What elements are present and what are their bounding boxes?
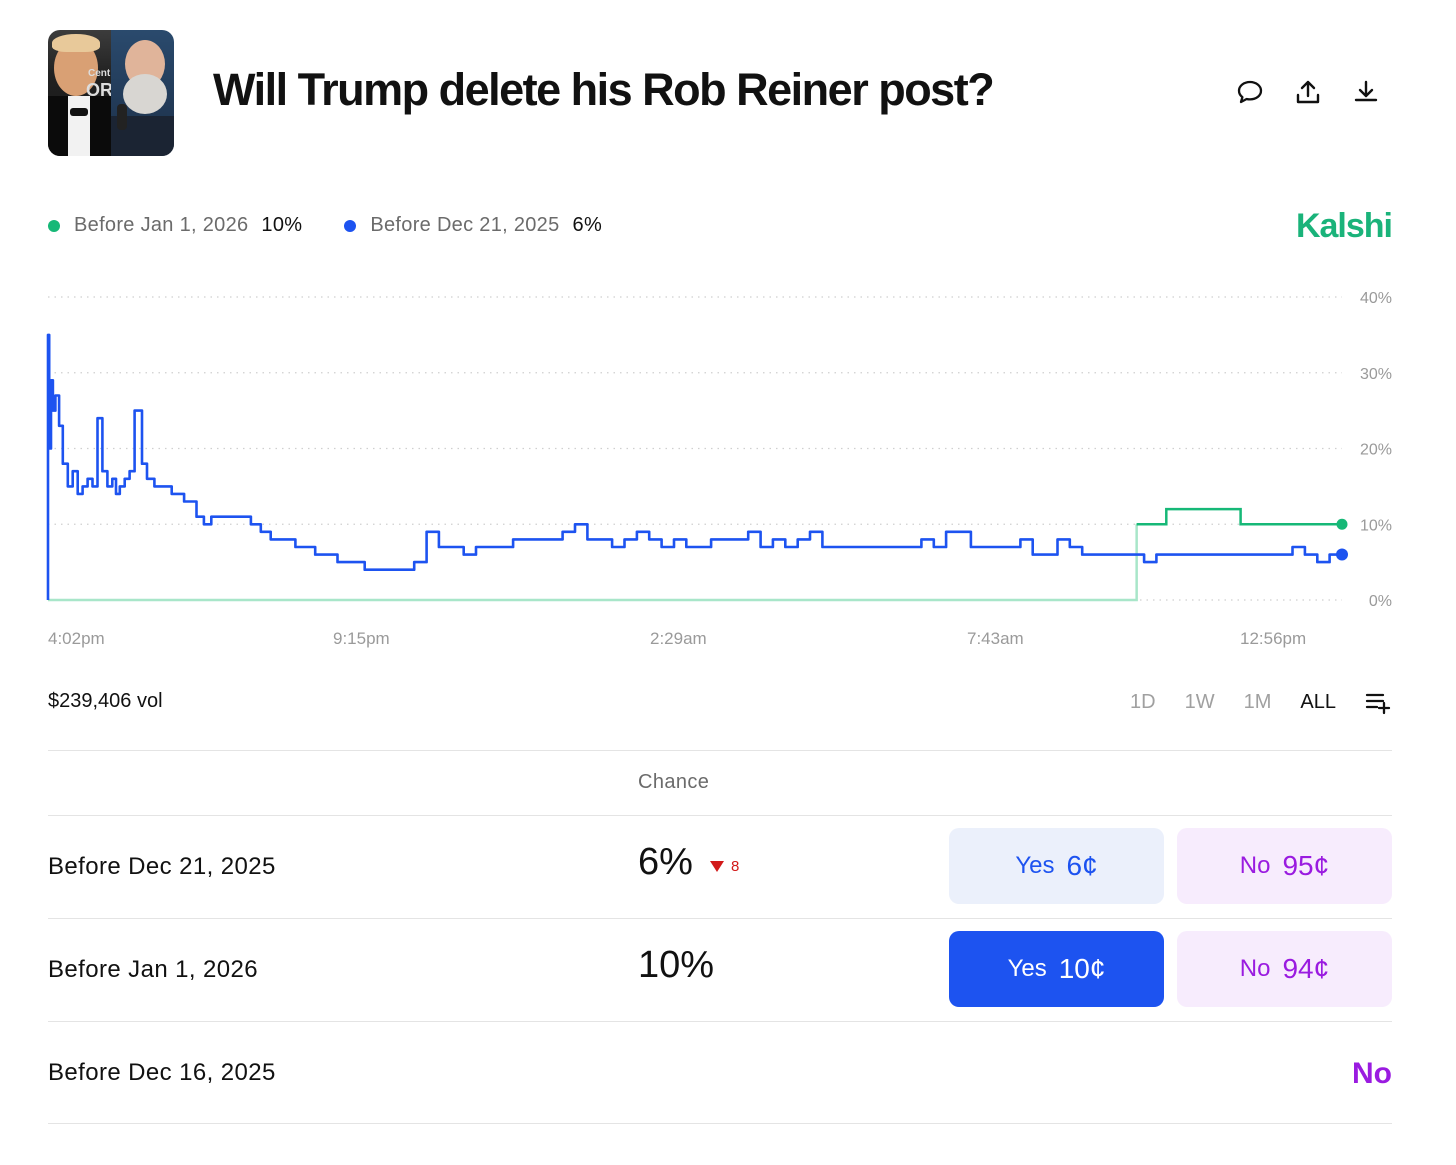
series-end-point: [1336, 518, 1348, 530]
y-tick-label: 0%: [1369, 593, 1392, 610]
range-1m[interactable]: 1M: [1243, 690, 1272, 713]
thumb-caption: Cent: [88, 68, 111, 79]
y-tick-label: 40%: [1360, 290, 1392, 307]
yes-price: 6¢: [1066, 850, 1098, 881]
yes-label: Yes: [1007, 955, 1047, 982]
legend-item-jan1: Before Jan 1, 2026 10%: [48, 214, 302, 237]
outcome-label: Before Dec 16, 2025: [48, 1059, 276, 1086]
divider: [48, 750, 1392, 751]
yes-label: Yes: [1015, 852, 1055, 879]
share-icon[interactable]: [1292, 76, 1324, 108]
range-1w[interactable]: 1W: [1184, 690, 1215, 713]
trump-photo: Cent ORS: [48, 30, 125, 156]
chance-change: 8: [710, 858, 739, 875]
outcome-chance: 10%: [638, 944, 715, 986]
buy-no-button[interactable]: No 94¢: [1177, 931, 1392, 1007]
legend-dot: [48, 219, 60, 232]
x-tick-label: 7:43am: [967, 629, 1024, 648]
legend-value: 6%: [572, 214, 603, 236]
no-price: 94¢: [1282, 953, 1330, 984]
reiner-photo: [111, 30, 174, 156]
price-chart[interactable]: 40% 30% 20% 10% 0% 4:02pm 9:15pm 2:29am 7:43am 12…: [0, 280, 1456, 660]
legend-label: Before Jan 1, 2026: [74, 214, 249, 236]
chart-svg: 40% 30% 20% 10% 0% 4:02pm 9:15pm 2:29am 7:43am 12…: [46, 290, 1392, 648]
legend-value: 10%: [261, 214, 303, 236]
outcome-label: Before Jan 1, 2026: [48, 956, 259, 983]
divider: [48, 1123, 1392, 1124]
x-tick-label: 4:02pm: [48, 629, 105, 648]
no-label: No: [1239, 955, 1271, 982]
x-tick-label: 9:15pm: [333, 629, 390, 648]
range-all[interactable]: ALL: [1300, 690, 1336, 713]
series-line-dec21: [46, 333, 1342, 600]
download-icon[interactable]: [1350, 76, 1382, 108]
legend-dot: [344, 219, 357, 232]
resolved-result: No: [1352, 1057, 1392, 1090]
range-1d[interactable]: 1D: [1130, 690, 1156, 713]
comment-icon[interactable]: [1234, 76, 1266, 108]
legend-item-dec21: Before Dec 21, 2025 6%: [344, 214, 602, 237]
page-title: Will Trump delete his Rob Reiner post?: [213, 64, 995, 115]
series-line-jan1: [1136, 507, 1342, 526]
divider: [48, 815, 1392, 816]
time-range-selector: 1D 1W 1M ALL: [1101, 688, 1392, 716]
market-thumbnail: Cent ORS: [48, 30, 174, 156]
table-row[interactable]: Before Dec 21, 2025 6% 8 Yes 6¢ No 95¢: [48, 817, 1392, 919]
legend-label: Before Dec 21, 2025: [370, 214, 560, 236]
yes-price: 10¢: [1058, 953, 1106, 984]
buy-no-button[interactable]: No 95¢: [1177, 828, 1392, 904]
down-triangle-icon: [710, 861, 724, 872]
chance-change-value: 8: [731, 858, 740, 875]
table-row[interactable]: Before Dec 16, 2025 No: [48, 1023, 1392, 1125]
volume-label: $239,406 vol: [48, 690, 163, 712]
series-end-point: [1336, 548, 1348, 561]
table-row[interactable]: Before Jan 1, 2026 10% Yes 10¢ No 94¢: [48, 920, 1392, 1022]
outcome-chance: 6%: [638, 841, 693, 883]
y-tick-label: 30%: [1360, 366, 1392, 383]
x-tick-label: 12:56pm: [1240, 629, 1306, 648]
series-line-jan1-early: [48, 524, 1138, 602]
divider: [48, 918, 1392, 919]
no-label: No: [1239, 852, 1271, 879]
chance-column-header: Chance: [638, 771, 710, 793]
market-header: Cent ORS Will Trump delete his Rob Reine…: [48, 30, 1392, 156]
chart-legend: Before Jan 1, 2026 10% Before Dec 21, 20…: [48, 214, 644, 237]
buy-yes-button[interactable]: Yes 6¢: [949, 828, 1164, 904]
outcome-label: Before Dec 21, 2025: [48, 853, 276, 880]
y-tick-label: 10%: [1360, 517, 1392, 534]
add-to-list-icon[interactable]: [1364, 688, 1392, 716]
divider: [48, 1021, 1392, 1022]
y-tick-label: 20%: [1360, 442, 1392, 459]
x-tick-label: 2:29am: [650, 629, 707, 648]
no-price: 95¢: [1282, 850, 1330, 881]
buy-yes-button[interactable]: Yes 10¢: [949, 931, 1164, 1007]
kalshi-logo: Kalshi: [1295, 207, 1393, 245]
